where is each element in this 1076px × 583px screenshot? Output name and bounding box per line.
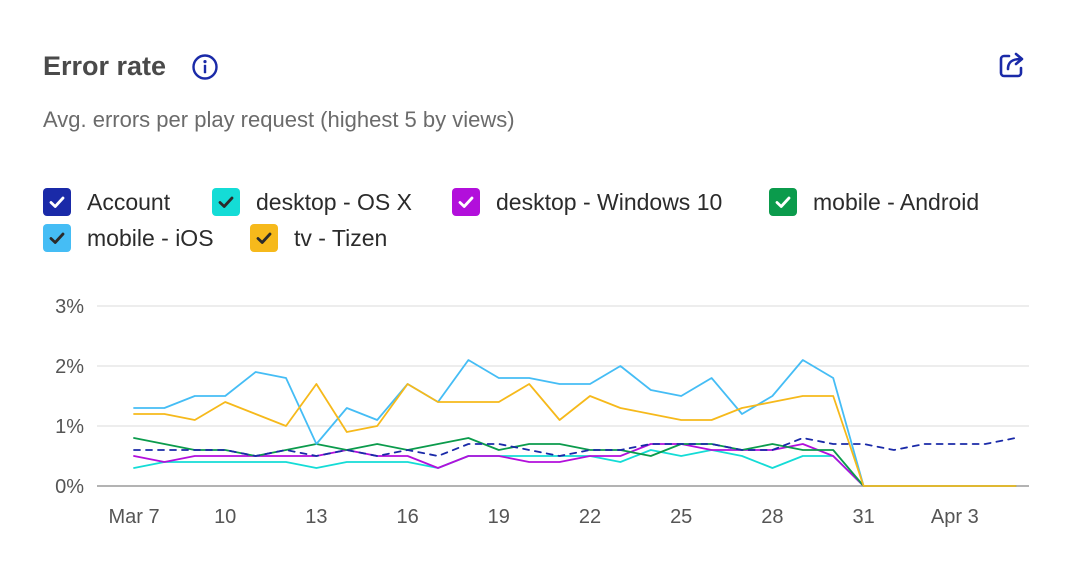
x-tick-label: Mar 7 <box>108 506 159 528</box>
x-tick-label: 19 <box>488 506 510 528</box>
info-icon[interactable] <box>191 53 219 81</box>
x-tick-label: 28 <box>761 506 783 528</box>
checkbox-icon[interactable] <box>769 188 797 216</box>
x-tick-label: 13 <box>305 506 327 528</box>
legend-label: Account <box>87 189 171 215</box>
y-tick-label: 2% <box>55 356 84 378</box>
checkbox-icon[interactable] <box>250 224 278 252</box>
checkbox-icon[interactable] <box>43 188 71 216</box>
checkbox-icon[interactable] <box>452 188 480 216</box>
series-line-account <box>133 437 1017 457</box>
legend-label: tv - Tizen <box>294 225 388 251</box>
y-tick-label: 3% <box>55 296 84 318</box>
x-tick-label: 25 <box>670 506 692 528</box>
checkbox-icon[interactable] <box>212 188 240 216</box>
checkbox-icon[interactable] <box>43 224 71 252</box>
share-icon[interactable] <box>997 50 1027 80</box>
legend-item-mobile-ios[interactable]: mobile - iOS <box>43 223 214 253</box>
chart-subtitle: Avg. errors per play request (highest 5 … <box>43 107 515 132</box>
series-line-tv-tizen <box>133 383 1017 487</box>
legend-label: mobile - Android <box>813 189 980 215</box>
legend-label: desktop - Windows 10 <box>496 189 723 215</box>
x-tick-label: Apr 3 <box>931 506 979 528</box>
legend-item-mobile-android[interactable]: mobile - Android <box>769 187 979 217</box>
chart-title: Error rate <box>43 51 167 81</box>
legend-label: desktop - OS X <box>256 189 412 215</box>
legend-item-tv-tizen[interactable]: tv - Tizen <box>250 223 387 253</box>
x-tick-label: 16 <box>396 506 418 528</box>
y-tick-label: 0% <box>55 476 84 498</box>
series-line-mobile-ios <box>133 359 1017 487</box>
legend-item-desktop-windows-10[interactable]: desktop - Windows 10 <box>452 187 722 217</box>
legend-item-desktop-os-x[interactable]: desktop - OS X <box>212 187 412 217</box>
legend-label: mobile - iOS <box>87 225 214 251</box>
x-tick-label: 31 <box>852 506 874 528</box>
x-tick-label: 22 <box>579 506 601 528</box>
legend-item-account[interactable]: Account <box>43 187 170 217</box>
series-line-desktop-windows-10 <box>133 443 1017 487</box>
x-tick-label: 10 <box>214 506 236 528</box>
y-tick-label: 1% <box>55 416 84 438</box>
